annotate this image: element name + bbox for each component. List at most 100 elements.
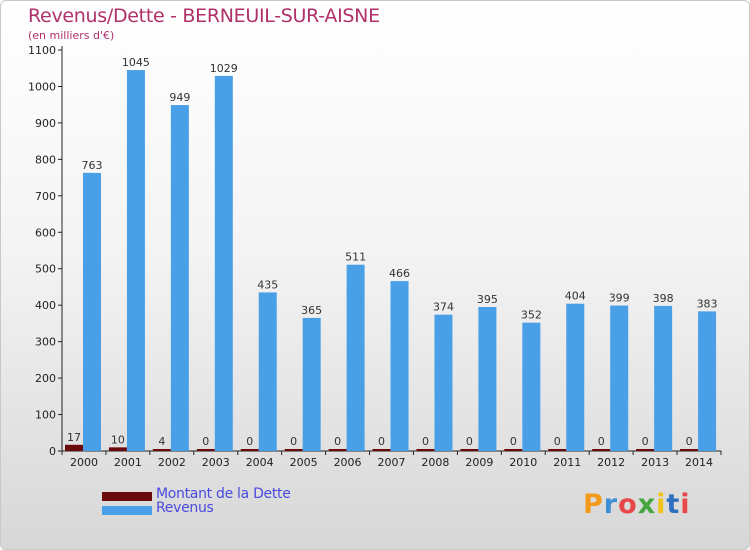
revenue-data-label: 949	[169, 91, 190, 104]
logo-letter: i	[680, 489, 691, 520]
debt-bar	[108, 447, 127, 451]
y-tick-label: 400	[35, 299, 56, 312]
revenue-bar	[610, 305, 629, 451]
revenue-data-label: 763	[82, 159, 103, 172]
logo-letter: r	[603, 489, 619, 520]
logo-letter: x	[637, 489, 657, 520]
debt-data-label: 4	[158, 435, 165, 448]
debt-bar	[65, 444, 83, 451]
y-tick-label: 1100	[28, 44, 56, 57]
y-tick-label: 0	[49, 445, 56, 458]
debt-bar	[504, 449, 523, 451]
y-tick-label: 700	[35, 190, 56, 203]
debt-bar	[548, 449, 567, 451]
x-tick-label: 2013	[641, 456, 669, 469]
y-tick-label: 600	[35, 226, 56, 239]
x-tick-label: 2005	[290, 456, 318, 469]
x-tick-label: 2006	[334, 456, 362, 469]
debt-bar	[680, 449, 699, 451]
revenue-bar	[346, 264, 365, 451]
debt-bar	[636, 449, 655, 451]
y-tick-label: 1000	[28, 80, 56, 93]
debt-data-label: 0	[642, 435, 649, 448]
x-tick-label: 2011	[553, 456, 581, 469]
x-tick-label: 2004	[246, 456, 274, 469]
x-tick-label: 2000	[70, 456, 98, 469]
revenue-bar	[698, 311, 717, 451]
revenue-bar	[214, 75, 233, 452]
debt-data-label: 0	[334, 435, 341, 448]
debt-data-label: 0	[510, 435, 517, 448]
revenue-bar	[170, 105, 189, 452]
revenue-bar	[434, 314, 453, 451]
x-tick-label: 2012	[597, 456, 625, 469]
debt-bar	[460, 449, 479, 451]
debt-data-label: 0	[686, 435, 693, 448]
revenue-bar	[126, 70, 145, 452]
debt-bar	[592, 449, 611, 451]
legend-label-revenue: Revenus	[156, 500, 214, 516]
debt-data-label: 0	[246, 435, 253, 448]
proxiti-logo: Proxiti	[583, 489, 691, 520]
debt-data-label: 10	[111, 433, 125, 446]
x-tick-label: 2009	[465, 456, 493, 469]
debt-bar	[196, 449, 215, 451]
debt-bar	[372, 449, 391, 451]
y-tick-label: 100	[35, 409, 56, 422]
revenue-data-label: 374	[433, 301, 454, 314]
revenue-data-label: 383	[697, 297, 718, 310]
y-tick-label: 300	[35, 336, 56, 349]
y-tick-label: 900	[35, 117, 56, 130]
debt-data-label: 0	[598, 435, 605, 448]
revenue-bar	[478, 307, 497, 451]
revenue-data-label: 1045	[122, 56, 150, 69]
debt-data-label: 0	[202, 435, 209, 448]
revenue-data-label: 399	[609, 292, 630, 305]
x-tick-label: 2001	[114, 456, 142, 469]
x-tick-label: 2010	[509, 456, 537, 469]
revenue-bar	[258, 292, 277, 451]
x-tick-label: 2003	[202, 456, 230, 469]
debt-data-label: 0	[378, 435, 385, 448]
chart-subtitle: (en milliers d'€)	[28, 29, 115, 42]
revenue-data-label: 404	[565, 290, 586, 303]
legend-label-debt: Montant de la Dette	[156, 486, 291, 502]
legend-swatch-revenue	[102, 506, 152, 515]
debt-data-label: 0	[290, 435, 297, 448]
debt-bar	[240, 449, 259, 451]
x-tick-label: 2014	[685, 456, 713, 469]
legend-swatch-debt	[102, 492, 152, 501]
logo-letter: i	[656, 489, 667, 520]
y-tick-label: 500	[35, 263, 56, 276]
debt-data-label: 0	[554, 435, 561, 448]
debt-bar	[152, 449, 171, 451]
chart-title: Revenus/Dette - BERNEUIL-SUR-AISNE	[28, 5, 380, 27]
debt-bar	[284, 449, 303, 451]
revenue-data-label: 511	[345, 251, 366, 264]
debt-bar	[416, 449, 435, 451]
x-tick-label: 2007	[378, 456, 406, 469]
revenue-data-label: 398	[653, 292, 674, 305]
logo-letter: P	[583, 489, 604, 520]
revenue-data-label: 435	[257, 278, 278, 291]
revenue-bar	[83, 172, 101, 452]
debt-data-label: 17	[67, 431, 81, 444]
revenue-data-label: 365	[301, 304, 322, 317]
debt-bar	[328, 449, 347, 451]
revenue-bar	[390, 281, 409, 451]
x-tick-label: 2008	[421, 456, 449, 469]
logo-letter: o	[618, 489, 638, 520]
y-tick-label: 200	[35, 372, 56, 385]
x-tick-label: 2002	[158, 456, 186, 469]
revenue-bar	[522, 322, 541, 451]
y-tick-label: 800	[35, 153, 56, 166]
debt-data-label: 0	[466, 435, 473, 448]
revenue-data-label: 352	[521, 309, 542, 322]
revenue-data-label: 466	[389, 267, 410, 280]
revenue-bar	[302, 317, 321, 451]
revenue-data-label: 395	[477, 293, 498, 306]
revenue-bar	[654, 305, 673, 451]
revenue-data-label: 1029	[210, 62, 238, 75]
